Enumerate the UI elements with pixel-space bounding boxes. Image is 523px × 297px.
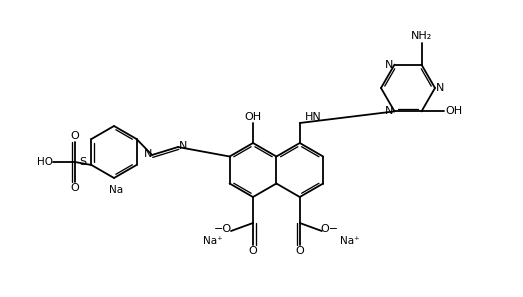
Text: N: N [179,141,187,151]
Text: N: N [385,60,394,69]
Text: NH₂: NH₂ [411,31,432,41]
Text: O: O [71,131,79,141]
Text: HN: HN [305,112,322,122]
Text: O: O [248,246,257,256]
Text: S: S [79,157,86,167]
Text: OH: OH [244,112,262,122]
Text: OH: OH [445,106,462,116]
Text: N: N [436,83,444,93]
Text: N: N [144,149,152,159]
Text: −O: −O [214,224,232,234]
Text: O−: O− [321,224,339,234]
Text: N: N [385,106,394,116]
Text: O: O [71,183,79,193]
Text: Na⁺: Na⁺ [203,236,223,246]
Text: O: O [295,246,304,256]
Text: Na: Na [109,185,123,195]
Text: HO: HO [37,157,53,167]
Text: Na⁺: Na⁺ [340,236,360,246]
